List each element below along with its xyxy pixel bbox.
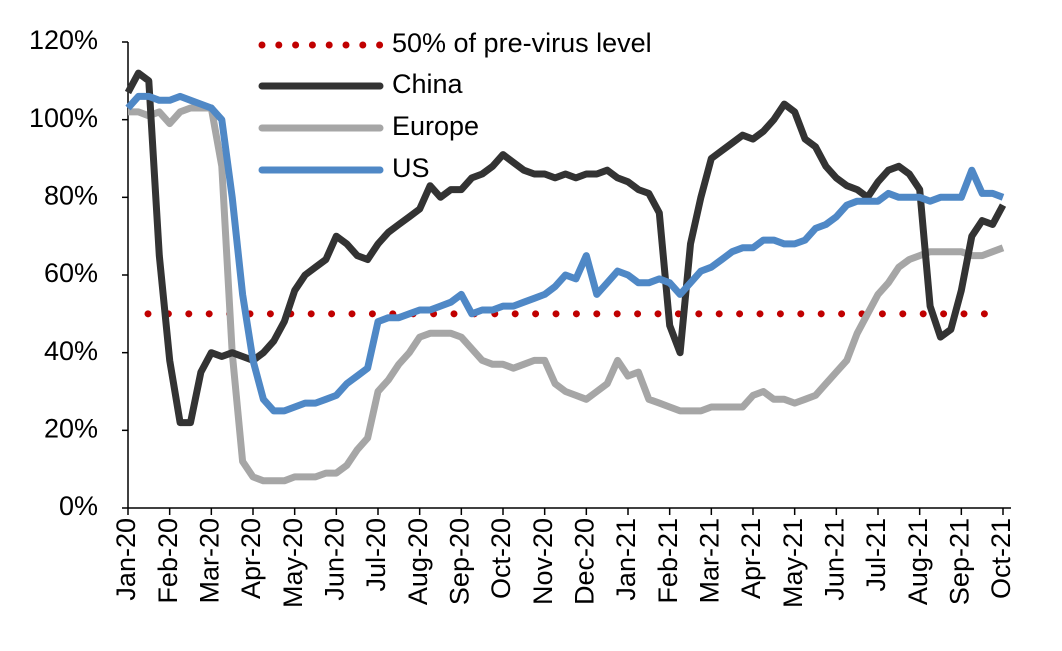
y-tick-label: 100% — [29, 103, 98, 133]
y-tick-label: 0% — [59, 491, 98, 521]
x-tick-label: Aug-20 — [403, 518, 433, 605]
y-tick-label: 80% — [44, 180, 98, 210]
series-line — [125, 92, 1005, 415]
x-tick-label: May-20 — [278, 518, 308, 608]
x-tick-label: Jul-21 — [861, 518, 891, 592]
x-tick-label: Jul-20 — [361, 518, 391, 592]
x-tick-label: Feb-20 — [153, 518, 183, 604]
legend-label: US — [392, 153, 430, 183]
x-tick-label: Oct-21 — [986, 518, 1016, 599]
y-tick-label: 120% — [29, 25, 98, 55]
x-tick-label: Apr-21 — [736, 518, 766, 599]
legend-label: China — [392, 69, 464, 99]
x-tick-label: May-21 — [778, 518, 808, 608]
x-tick-label: Sep-21 — [944, 518, 974, 605]
series-line — [128, 104, 1005, 485]
y-tick-label: 40% — [44, 336, 98, 366]
x-tick-label: Mar-21 — [694, 518, 724, 604]
series-line — [124, 69, 1007, 427]
x-tick-label: Dec-20 — [569, 518, 599, 605]
x-tick-label: Jun-20 — [319, 518, 349, 601]
y-tick-label: 20% — [44, 413, 98, 443]
legend-label: 50% of pre-virus level — [392, 28, 652, 58]
x-tick-label: Jan-21 — [611, 518, 641, 601]
x-tick-label: Feb-21 — [653, 518, 683, 604]
legend-label: Europe — [392, 111, 479, 141]
y-tick-label: 60% — [44, 258, 98, 288]
x-tick-label: Oct-20 — [486, 518, 516, 599]
x-tick-label: Sep-20 — [444, 518, 474, 605]
x-tick-label: Jan-20 — [111, 518, 141, 601]
x-tick-label: Aug-21 — [903, 518, 933, 605]
x-tick-label: Apr-20 — [236, 518, 266, 599]
x-tick-label: Nov-20 — [528, 518, 558, 605]
x-tick-label: Jun-21 — [819, 518, 849, 601]
x-tick-label: Mar-20 — [194, 518, 224, 604]
